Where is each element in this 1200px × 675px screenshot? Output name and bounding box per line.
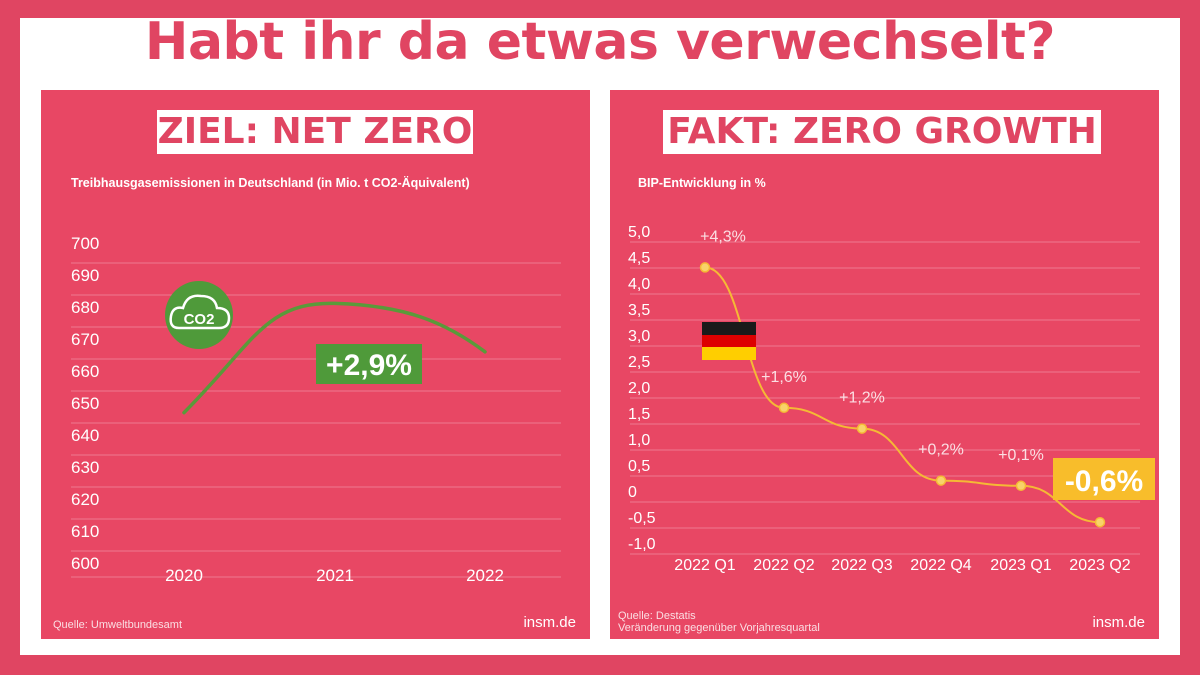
zero-growth-label: FAKT: ZERO GROWTH: [663, 110, 1101, 154]
y-tick-label: 640: [71, 426, 99, 445]
co2-cloud-icon: [165, 281, 233, 349]
gdp-data-label: +4,3%: [700, 228, 746, 245]
gdp-data-point: [935, 475, 947, 486]
y-tick-label: 660: [71, 362, 99, 381]
x-tick-label: 2020: [165, 566, 203, 585]
y-tick-label: 620: [71, 490, 99, 509]
y-tick-label: 600: [71, 554, 99, 573]
gdp-data-label: +0,1%: [998, 447, 1044, 464]
gdp-source: Quelle: Destatis Veränderung gegenüber V…: [618, 610, 820, 634]
gdp-data-point: [856, 423, 868, 434]
y-tick-label: 0,5: [628, 458, 650, 475]
x-tick-label: 2022 Q1: [674, 557, 735, 574]
germany-flag-icon: [702, 322, 756, 360]
x-tick-label: 2022 Q4: [910, 557, 971, 574]
y-tick-label: 680: [71, 298, 99, 317]
x-tick-label: 2022 Q2: [753, 557, 814, 574]
y-tick-label: 3,5: [628, 302, 650, 319]
y-tick-label: 2,0: [628, 380, 650, 397]
net-zero-label: ZIEL: NET ZERO: [157, 110, 473, 154]
y-tick-label: 650: [71, 394, 99, 413]
y-tick-label: 4,5: [628, 250, 650, 267]
gdp-source-line2: Veränderung gegenüber Vorjahresquartal: [618, 622, 820, 634]
y-tick-label: 2,5: [628, 354, 650, 371]
y-tick-label: 1,5: [628, 406, 650, 423]
emissions-panel: ZIEL: NET ZERO Treibhausgasemissionen in…: [41, 90, 590, 639]
growth-badge: +2,9%: [326, 349, 412, 382]
x-tick-label: 2021: [316, 566, 354, 585]
decline-badge: -0,6%: [1065, 465, 1143, 498]
gdp-source-line1: Quelle: Destatis: [618, 610, 696, 622]
gdp-data-point: [1094, 516, 1106, 528]
y-tick-label: 0: [628, 484, 637, 501]
y-tick-label: 5,0: [628, 224, 650, 241]
brand-right: insm.de: [1092, 614, 1145, 631]
emissions-chart-subtitle: Treibhausgasemissionen in Deutschland (i…: [71, 176, 470, 190]
x-tick-label: 2022: [466, 566, 504, 585]
gdp-data-point: [1015, 480, 1027, 492]
gdp-line-chart: 5,0 4,5 4,0 3,5 3,0 2,5 2,0 1,5 1,0 0,5 0 -0,5 -1,0 2…: [628, 224, 1155, 574]
gdp-panel: FAKT: ZERO GROWTH BIP-Entwicklung in % 5…: [610, 90, 1159, 639]
y-tick-label: 690: [71, 266, 99, 285]
headline: Habt ihr da etwas verwechselt?: [144, 12, 1056, 72]
gdp-data-label: +1,6%: [761, 369, 807, 386]
x-tick-label: 2022 Q3: [831, 557, 892, 574]
y-tick-label: -0,5: [628, 510, 656, 527]
gdp-series-line: [704, 266, 1101, 524]
y-tick-label: 630: [71, 458, 99, 477]
x-tick-label: 2023 Q2: [1069, 557, 1130, 574]
y-tick-label: 3,0: [628, 328, 650, 345]
y-tick-label: 610: [71, 522, 99, 541]
y-tick-label: 670: [71, 330, 99, 349]
gdp-data-point: [778, 402, 790, 414]
decline-badge-box: [1053, 458, 1155, 500]
gdp-data-label: +1,2%: [839, 390, 885, 407]
y-tick-label: 700: [71, 234, 99, 253]
co2-icon-text: CO2: [184, 311, 215, 328]
gdp-chart-subtitle: BIP-Entwicklung in %: [638, 176, 766, 190]
co2-cloud-outline: [169, 294, 231, 330]
gdp-data-label: +0,2%: [918, 442, 964, 459]
growth-badge-box: [316, 344, 422, 384]
brand-left: insm.de: [523, 614, 576, 631]
x-tick-label: 2023 Q1: [990, 557, 1051, 574]
emissions-line-chart: 700 690 680 670 660 650 640 630 620 610 600 2020 202…: [71, 234, 561, 585]
y-tick-label: 4,0: [628, 276, 650, 293]
emissions-source: Quelle: Umweltbundesamt: [53, 619, 183, 631]
y-tick-label: -1,0: [628, 536, 656, 553]
y-tick-label: 1,0: [628, 432, 650, 449]
emissions-series-line: [182, 301, 487, 415]
gdp-data-point: [699, 262, 711, 273]
